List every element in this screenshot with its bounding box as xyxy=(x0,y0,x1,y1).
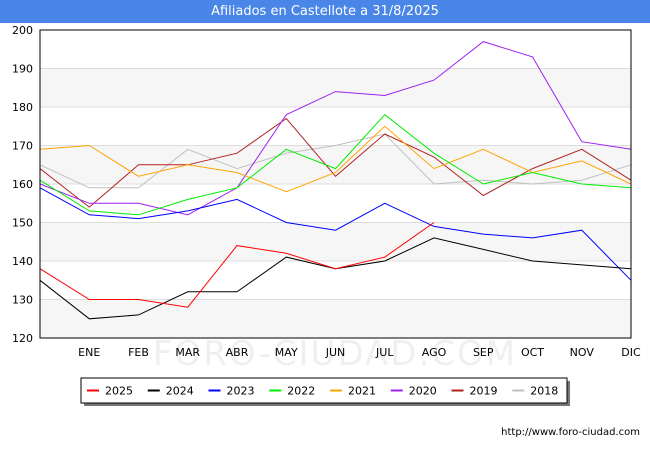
x-tick-label: OCT xyxy=(521,346,544,359)
x-tick-label: ABR xyxy=(226,346,249,359)
series-line-2022 xyxy=(39,114,632,216)
legend-label-2019: 2019 xyxy=(470,385,498,398)
chart-title: Afiliados en Castellote a 31/8/2025 xyxy=(0,0,650,23)
y-tick-label: 160 xyxy=(12,178,33,191)
source-credit: http://www.foro-ciudad.com xyxy=(501,427,640,438)
legend-label-2021: 2021 xyxy=(348,385,376,398)
x-tick-label: DIC xyxy=(621,346,641,359)
legend-label-2024: 2024 xyxy=(166,385,194,398)
x-tick-label: NOV xyxy=(570,346,595,359)
plot-frame xyxy=(39,29,632,339)
y-tick-label: 140 xyxy=(12,255,33,268)
watermark: FORO-CIUDAD.COM xyxy=(153,334,517,374)
grid-band xyxy=(40,68,631,107)
legend-label-2018: 2018 xyxy=(530,385,558,398)
x-tick-label: JUN xyxy=(325,346,346,359)
y-tick-label: 120 xyxy=(12,332,33,345)
legend-label-2020: 2020 xyxy=(409,385,437,398)
y-tick-label: 150 xyxy=(12,217,33,230)
grid-band xyxy=(40,299,631,338)
plot-bands xyxy=(40,68,631,338)
legend: 2025 2024 2023 2022 2021 2020 2019 2018 xyxy=(80,377,570,406)
series-line-2019 xyxy=(39,117,632,208)
legend-label-2022: 2022 xyxy=(287,385,315,398)
series-line-2025 xyxy=(39,222,435,308)
x-tick-label: JUL xyxy=(375,346,394,359)
y-tick-label: 180 xyxy=(12,101,33,114)
legend-box xyxy=(80,377,568,404)
y-tick-label: 170 xyxy=(12,140,33,153)
x-tick-label: AGO xyxy=(422,346,447,359)
y-tick-labels: 120 130 140 150 160 170 180 190 200 xyxy=(12,24,33,345)
x-tick-label: MAR xyxy=(175,346,200,359)
series-line-2018 xyxy=(39,133,632,189)
axes xyxy=(39,29,632,339)
y-tick-label: 200 xyxy=(12,24,33,37)
y-tick-label: 130 xyxy=(12,294,33,307)
series-line-2020 xyxy=(39,41,632,216)
grid-band xyxy=(40,222,631,261)
legend-label-2025: 2025 xyxy=(105,385,133,398)
x-tick-label: FEB xyxy=(128,346,149,359)
x-tick-label: SEP xyxy=(473,346,494,359)
x-tick-labels: ENE FEB MAR ABR MAY JUN JUL AGO SEP OCT NOV DIC xyxy=(78,346,641,359)
series-lines xyxy=(39,41,632,320)
series-line-2023 xyxy=(39,187,632,281)
x-tick-label: MAY xyxy=(275,346,298,359)
y-tick-label: 190 xyxy=(12,63,33,76)
legend-label-2023: 2023 xyxy=(227,385,255,398)
x-tick-label: ENE xyxy=(78,346,100,359)
